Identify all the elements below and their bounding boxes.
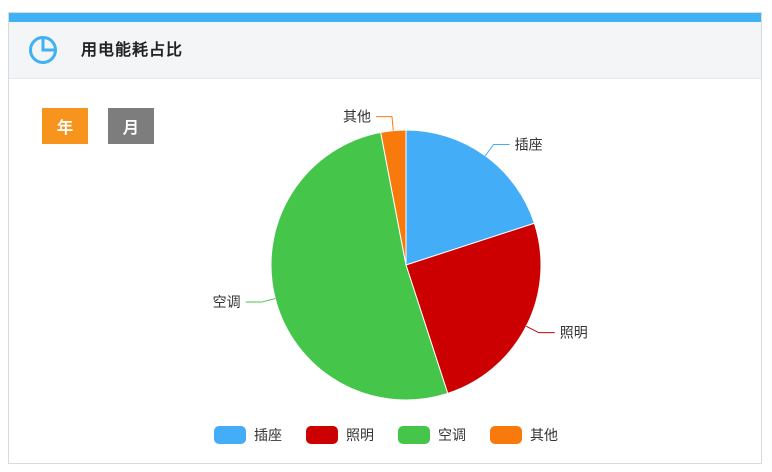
label-leader-aircon: [245, 298, 276, 303]
legend-label: 其他: [530, 428, 558, 444]
panel-title: 用电能耗占比: [81, 40, 184, 59]
label-leader-lighting: [526, 325, 555, 334]
slice-label-socket: 插座: [515, 137, 543, 153]
slice-label-lighting: 照明: [560, 326, 588, 342]
panel-header: 用电能耗占比: [9, 22, 761, 79]
legend-swatch: [306, 426, 338, 444]
pie-slice-aircon[interactable]: [270, 131, 449, 401]
legend-item-aircon[interactable]: 空调: [398, 425, 466, 445]
pie-chart-icon: [29, 36, 57, 64]
panel-accent-bar: [9, 13, 761, 22]
slice-label-other: 其他: [343, 110, 371, 126]
year-button[interactable]: 年: [42, 108, 88, 144]
legend-item-lighting[interactable]: 照明: [306, 425, 374, 445]
energy-share-panel: 用电能耗占比 年 月 插座 照明 空调 其他 插座 照明 空调 其他: [8, 12, 762, 464]
legend-label: 空调: [438, 428, 466, 444]
legend-swatch: [214, 426, 246, 444]
chart-legend: 插座 照明 空调 其他: [9, 423, 763, 447]
legend-swatch: [398, 426, 430, 444]
legend-item-socket[interactable]: 插座: [214, 425, 282, 445]
legend-swatch: [490, 426, 522, 444]
legend-item-other[interactable]: 其他: [490, 425, 558, 445]
label-leader-other: [375, 116, 394, 131]
month-button[interactable]: 月: [108, 108, 154, 144]
legend-label: 插座: [254, 428, 282, 444]
legend-label: 照明: [346, 428, 374, 444]
label-leader-socket: [484, 143, 510, 157]
slice-label-aircon: 空调: [213, 295, 241, 311]
